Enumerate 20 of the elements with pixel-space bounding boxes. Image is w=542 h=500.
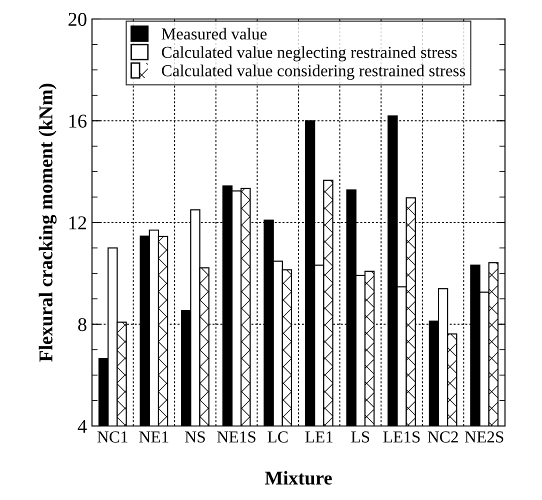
y-tick-label: 12 [69, 216, 86, 230]
x-tick-label: LE1 [305, 431, 332, 442]
x-tick-label: NE2S [464, 431, 504, 443]
x-tick-label: NE1S [217, 431, 256, 443]
y-tick-label: 4 [78, 420, 87, 433]
y-axis-title: Flexural cracking moment (kNm) [38, 84, 57, 362]
x-tick-label: NC1 [97, 431, 128, 443]
y-tick-label: 16 [69, 114, 87, 128]
y-tick-label: 20 [68, 12, 86, 26]
x-tick-label: NC2 [428, 431, 458, 443]
x-tick-label: NS [185, 431, 205, 443]
legend-label: Measured value [162, 28, 267, 40]
x-tick-label: LS [351, 431, 370, 443]
y-tick-label: 8 [78, 318, 86, 332]
legend-label: Calculated value neglecting restrained stress [162, 46, 457, 62]
x-tick-label: NE1 [139, 431, 168, 442]
x-tick-label: LC [268, 431, 288, 443]
x-axis-title: Mixture [264, 470, 332, 485]
x-tick-label: LE1S [383, 431, 420, 443]
legend-label: Calculated value considering restrained stress [162, 64, 466, 80]
